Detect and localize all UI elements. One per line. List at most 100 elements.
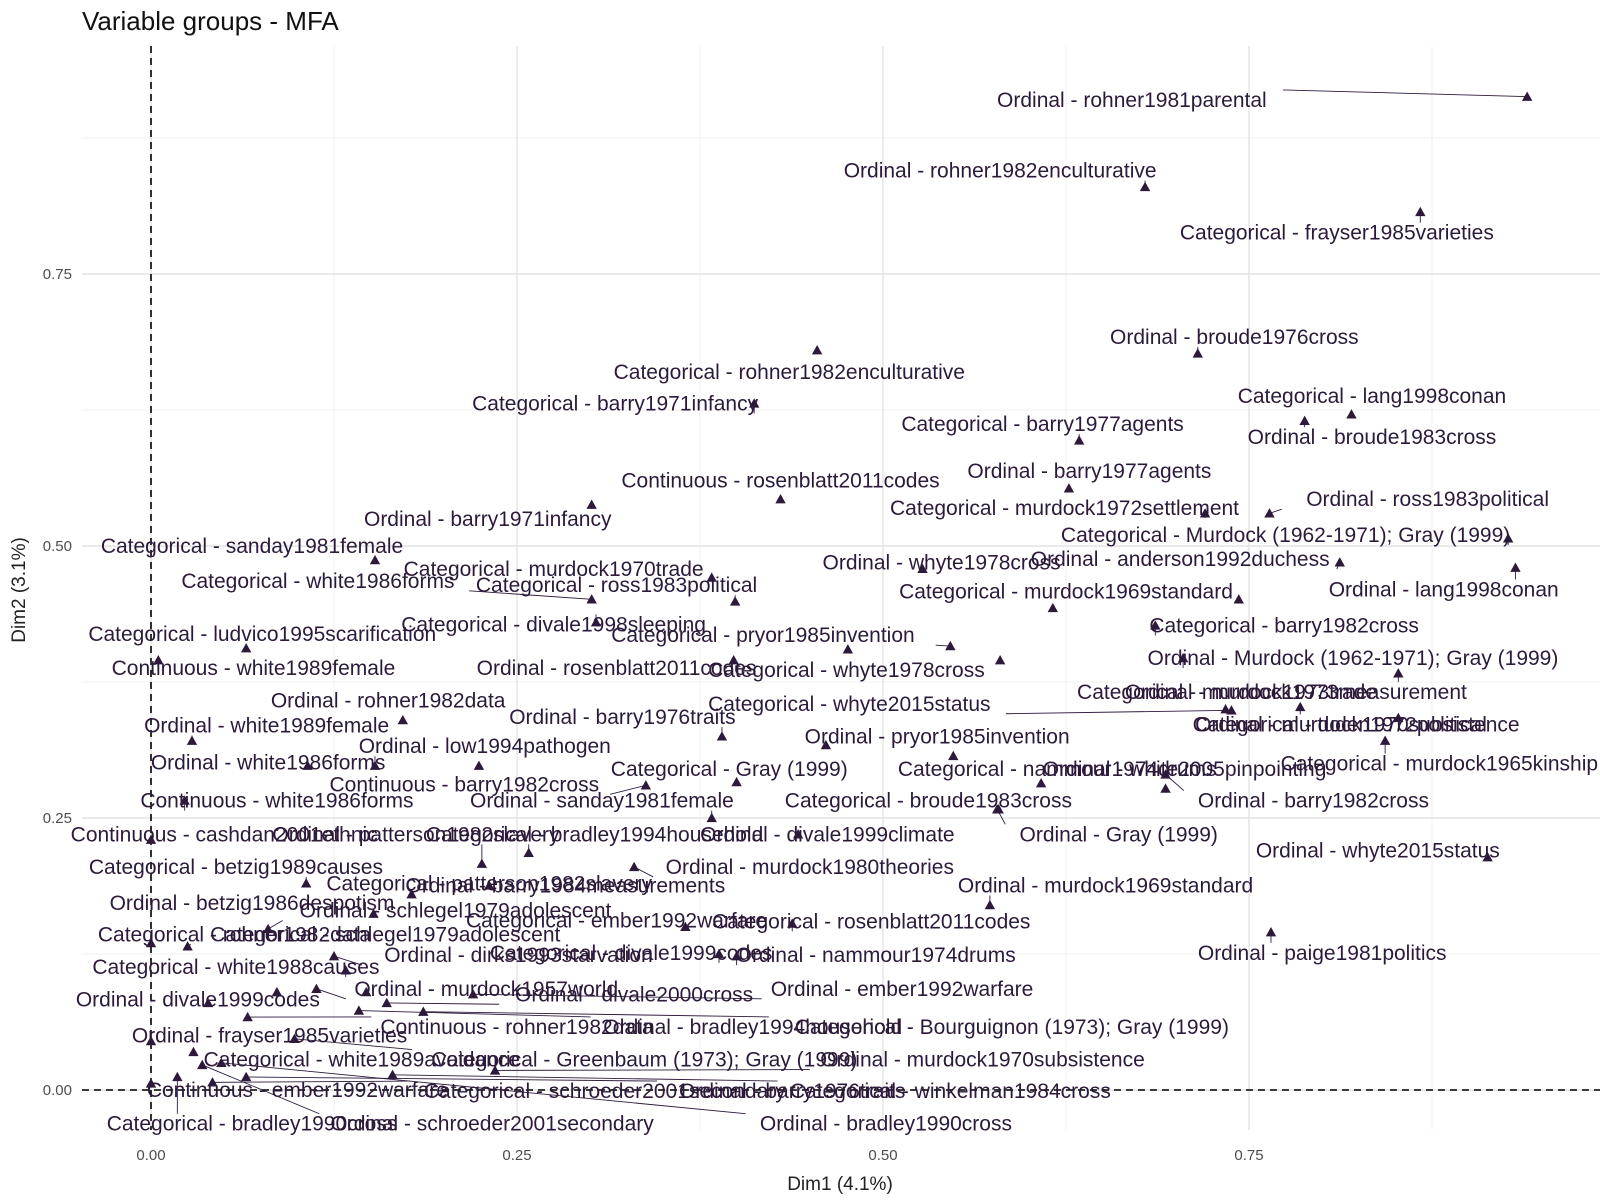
point-label: Ordinal - sanday1981female (470, 790, 734, 813)
point-label: Categorical - divale1998sleeping (401, 613, 706, 636)
point-label: Categorical - ember1992warfare (466, 909, 767, 932)
point-label: Ordinal - ember1992warfare (771, 978, 1034, 1001)
point-label: Categorical - barry1977agents (901, 413, 1184, 436)
point-marker (1521, 91, 1533, 101)
point-marker (483, 880, 495, 890)
x-tick-label: 0.75 (1234, 1147, 1263, 1164)
leader-line (392, 1074, 778, 1082)
point-marker (590, 616, 602, 627)
point-label: Ordinal - white2005pinpointing (1043, 758, 1327, 781)
point-marker (145, 834, 157, 844)
point-label: Categorical - whyte1978cross (708, 659, 985, 682)
point-label: Ordinal - frayser1985varieties (132, 1025, 407, 1048)
leader-line (202, 1064, 320, 1115)
point-marker (984, 899, 996, 910)
point-marker (640, 780, 652, 790)
point-marker (523, 847, 534, 857)
leader-line (609, 784, 646, 795)
point-label: Continuous - ember1992warfare (147, 1079, 448, 1102)
point-label: Categorical - murdock1972settlement (890, 497, 1239, 520)
point-label: Ordinal - rohner1981parental (997, 89, 1267, 112)
point-marker (1379, 735, 1391, 745)
point-label: Ordinal - divale1999climate (700, 823, 954, 846)
point-marker (1346, 409, 1357, 419)
point-label: Ordinal - Murdock (1962-1971); Gray (199… (1148, 647, 1559, 670)
leader-line (469, 590, 592, 600)
point-marker (820, 739, 832, 750)
point-marker (240, 1071, 252, 1082)
x-tick-label: 0.00 (136, 1147, 165, 1164)
point-marker (1063, 483, 1075, 493)
point-marker (1226, 705, 1237, 715)
point-label: Ordinal - ross1983political (1306, 488, 1549, 511)
point-marker (1265, 927, 1277, 937)
point-label: Ordinal - murdock1980theories (666, 856, 954, 879)
point-marker (775, 494, 786, 504)
point-label: Categorical - patterson1982slavery (326, 872, 652, 895)
point-marker (369, 760, 381, 770)
point-label: Ordinal - bradley1990cross (760, 1113, 1012, 1136)
point-label: Ordinal - murdock1973measurement (1125, 681, 1467, 704)
point-label: Categorical - rohner1982data (98, 923, 371, 946)
point-marker (340, 965, 351, 975)
point-label: Categorical - divale1999codes (490, 942, 773, 965)
point-label: Categorical - murdock1969standard (899, 581, 1233, 604)
point-marker (1233, 594, 1244, 604)
point-label: Ordinal - barry1976traits (679, 1080, 905, 1103)
point-marker (729, 596, 741, 606)
point-marker (473, 760, 485, 770)
point-label: Categorical - sanday1981female (101, 535, 403, 558)
point-label: Ordinal - divale2000cross (515, 983, 753, 1006)
point-marker (731, 950, 742, 961)
point-label: Continuous - rosenblatt2011codes (621, 470, 939, 493)
point-label: Categorical - Bourguignon (1973); Gray (… (795, 1016, 1229, 1039)
point-marker (1047, 602, 1059, 613)
point-marker (145, 1035, 157, 1046)
point-label: Categorical - Gray (1999) (611, 758, 848, 781)
point-label: Ordinal - broude1976cross (1110, 326, 1359, 349)
leader-line (267, 920, 283, 930)
point-marker (262, 923, 274, 934)
point-label: Ordinal - barry1977agents (967, 460, 1211, 483)
leader-line (473, 993, 762, 1000)
point-marker (706, 812, 717, 823)
y-tick-label: 0.75 (43, 266, 72, 283)
point-marker (1299, 415, 1310, 426)
point-label: Ordinal - nammour1974drums (736, 944, 1016, 967)
point-label: Ordinal - patterson1982slavery (272, 823, 560, 846)
point-marker (1510, 562, 1521, 572)
point-label: Ordinal - paige1981politics (1198, 942, 1447, 965)
point-label: Ordinal - divale1999codes (76, 989, 320, 1012)
point-marker (787, 918, 798, 928)
point-marker (369, 554, 381, 565)
y-tick-label: 0.50 (43, 538, 72, 555)
point-label: Ordinal - rosenblatt2011codes (477, 657, 757, 680)
point-marker (1502, 533, 1514, 543)
leader-line (316, 988, 347, 1000)
point-label: Ordinal - pryor1985invention (805, 725, 1070, 748)
point-label: Continuous - cashdan2001ethnic (71, 823, 378, 846)
point-label: Continuous - barry1982cross (329, 773, 599, 796)
y-axis-ticks: 0.00 0.25 0.50 0.75 (43, 266, 72, 1099)
point-label: Categorical - whyte2015status (708, 693, 991, 716)
point-label: Continuous - rohner1982data (380, 1016, 654, 1039)
point-marker (311, 983, 322, 993)
point-label: Ordinal - white1986forms (151, 752, 386, 775)
point-marker (948, 750, 959, 761)
point-marker (467, 989, 479, 999)
point-marker (418, 1006, 429, 1016)
point-label: Ordinal - white1989female (144, 715, 389, 738)
point-label: Ordinal - whyte2015status (1256, 840, 1500, 863)
point-marker (1393, 712, 1404, 723)
point-marker (586, 594, 597, 604)
point-label: Categorical - white1986forms (181, 570, 454, 593)
reference-lines (82, 46, 1600, 1130)
point-label: Categorical - rosenblatt2011codes (712, 910, 1030, 933)
point-label: Ordinal - rohner1982enculturative (844, 160, 1157, 183)
point-label: Categorical - nammour1974drums (898, 758, 1217, 781)
point-marker (1073, 435, 1085, 445)
point-labels: Ordinal - rohner1981parental Ordinal - ro… (71, 89, 1598, 1136)
point-label: Ordinal - murdock1970subsistence (1195, 713, 1520, 736)
point-marker (1160, 769, 1171, 779)
point-label: Ordinal - whyte1978cross (823, 551, 1061, 574)
